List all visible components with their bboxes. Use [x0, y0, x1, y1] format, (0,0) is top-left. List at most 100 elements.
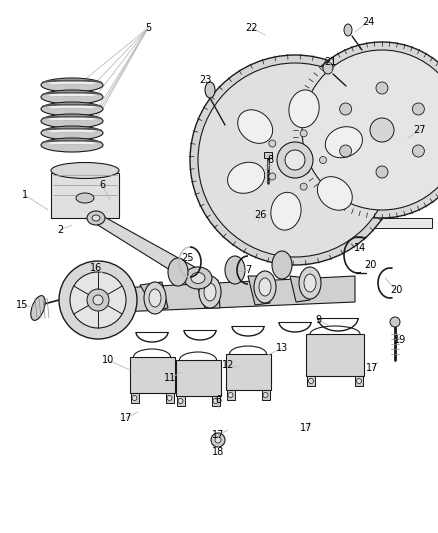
Ellipse shape: [277, 142, 313, 178]
Bar: [177, 396, 184, 406]
Ellipse shape: [92, 215, 100, 221]
Text: 16: 16: [90, 263, 102, 273]
Ellipse shape: [45, 141, 99, 144]
Text: 8: 8: [267, 155, 273, 165]
Text: 17: 17: [120, 413, 132, 423]
Ellipse shape: [269, 173, 276, 180]
Bar: [306, 334, 364, 376]
Ellipse shape: [45, 93, 99, 96]
Bar: [226, 354, 271, 390]
Ellipse shape: [42, 140, 102, 144]
Ellipse shape: [228, 162, 265, 193]
Ellipse shape: [300, 130, 307, 137]
Polygon shape: [290, 276, 310, 302]
Ellipse shape: [76, 193, 94, 203]
Ellipse shape: [41, 126, 103, 140]
Ellipse shape: [319, 157, 326, 164]
Ellipse shape: [228, 392, 233, 398]
Ellipse shape: [59, 261, 137, 339]
Text: 11: 11: [164, 373, 176, 383]
Ellipse shape: [285, 150, 305, 170]
Ellipse shape: [41, 102, 103, 116]
Ellipse shape: [412, 145, 424, 157]
Text: 17: 17: [366, 363, 378, 373]
Text: 24: 24: [362, 17, 374, 27]
Ellipse shape: [190, 55, 400, 265]
Ellipse shape: [299, 267, 321, 299]
Ellipse shape: [205, 82, 215, 98]
Ellipse shape: [289, 90, 319, 128]
Text: 22: 22: [246, 23, 258, 33]
Ellipse shape: [370, 118, 394, 142]
Polygon shape: [118, 276, 355, 312]
Ellipse shape: [70, 272, 126, 328]
Ellipse shape: [42, 79, 102, 85]
Polygon shape: [195, 280, 220, 308]
Text: 1: 1: [22, 190, 28, 200]
Ellipse shape: [211, 433, 225, 447]
Text: 23: 23: [199, 75, 211, 85]
Ellipse shape: [318, 176, 352, 210]
Ellipse shape: [376, 166, 388, 178]
Ellipse shape: [178, 399, 183, 403]
Ellipse shape: [42, 103, 102, 109]
Ellipse shape: [308, 378, 314, 384]
Bar: [355, 376, 363, 386]
Ellipse shape: [41, 138, 103, 152]
Ellipse shape: [254, 271, 276, 303]
Text: 15: 15: [16, 300, 28, 310]
Text: 20: 20: [364, 260, 376, 270]
Ellipse shape: [339, 145, 352, 157]
Ellipse shape: [191, 272, 205, 284]
Text: 18: 18: [212, 447, 224, 457]
Ellipse shape: [302, 50, 438, 210]
Ellipse shape: [41, 78, 103, 92]
Ellipse shape: [167, 395, 172, 400]
Polygon shape: [93, 214, 202, 285]
Ellipse shape: [87, 289, 109, 311]
Polygon shape: [245, 218, 432, 228]
Text: 19: 19: [394, 335, 406, 345]
Ellipse shape: [198, 63, 392, 257]
Text: 17: 17: [212, 430, 224, 440]
Ellipse shape: [213, 399, 218, 403]
Bar: [226, 390, 234, 400]
Text: 20: 20: [390, 285, 402, 295]
Ellipse shape: [45, 106, 99, 109]
Ellipse shape: [259, 278, 271, 296]
Ellipse shape: [199, 276, 221, 308]
Text: 13: 13: [276, 343, 288, 353]
Bar: [166, 393, 173, 403]
Text: 21: 21: [324, 57, 336, 67]
Ellipse shape: [215, 437, 221, 443]
Bar: [264, 152, 272, 158]
Ellipse shape: [357, 378, 361, 384]
Ellipse shape: [294, 42, 438, 218]
Ellipse shape: [225, 256, 245, 284]
Ellipse shape: [149, 289, 161, 307]
Ellipse shape: [168, 258, 188, 286]
Text: 2: 2: [57, 225, 63, 235]
Text: 7: 7: [245, 265, 251, 275]
Text: 6: 6: [215, 395, 221, 405]
Bar: [261, 390, 269, 400]
Ellipse shape: [42, 92, 102, 96]
Ellipse shape: [238, 110, 272, 143]
Polygon shape: [140, 282, 168, 310]
Ellipse shape: [41, 114, 103, 128]
Text: 12: 12: [222, 360, 234, 370]
Ellipse shape: [304, 274, 316, 292]
Ellipse shape: [339, 103, 352, 115]
Ellipse shape: [300, 183, 307, 190]
Ellipse shape: [263, 392, 268, 398]
Ellipse shape: [344, 24, 352, 36]
Ellipse shape: [45, 82, 99, 85]
Ellipse shape: [325, 127, 362, 158]
Ellipse shape: [184, 267, 212, 289]
Ellipse shape: [271, 192, 301, 230]
Ellipse shape: [204, 283, 216, 301]
Ellipse shape: [87, 211, 105, 225]
Bar: [176, 360, 220, 396]
Ellipse shape: [144, 282, 166, 314]
Text: 6: 6: [99, 180, 105, 190]
